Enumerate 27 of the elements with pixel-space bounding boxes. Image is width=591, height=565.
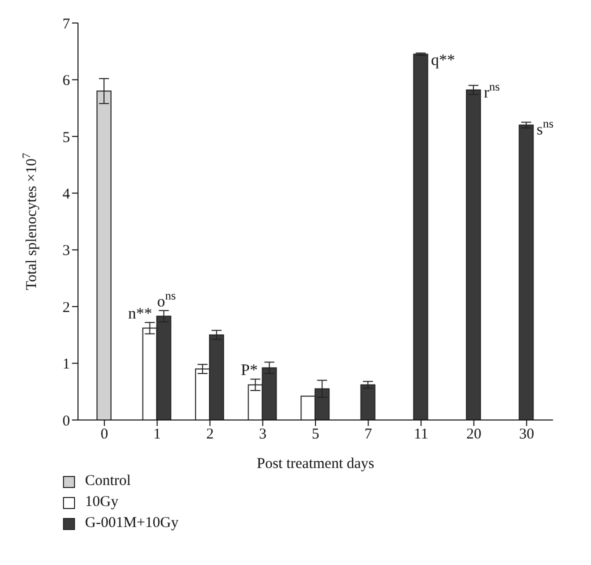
x-tick-label: 1 [153, 426, 161, 443]
x-tick-label: 0 [100, 426, 108, 443]
x-tick-label: 11 [414, 426, 428, 443]
legend-label: 10Gy [85, 494, 118, 511]
x-axis-title: Post treatment days [256, 456, 374, 472]
annotation: o$^{ns}$ [157, 288, 176, 311]
annotation: s$^{ns}$ [536, 116, 554, 138]
y-tick-label: 3 [62, 243, 70, 260]
x-tick-label: 20 [466, 426, 482, 443]
x-tick-label: 2 [206, 426, 214, 443]
annotation: n** [128, 305, 152, 322]
legend-label: Control [85, 473, 131, 490]
y-tick-label: 6 [62, 73, 70, 90]
y-tick-label: 2 [62, 300, 70, 316]
y-tick-label: 5 [62, 130, 70, 146]
annotation: r$^{ns}$ [484, 79, 500, 102]
annotation: q** [431, 52, 456, 70]
y-tick-label: 4 [62, 186, 70, 202]
y-tick-label: 0 [62, 413, 70, 430]
y-tick-label: 7 [62, 16, 70, 32]
x-tick-label: 30 [519, 426, 534, 443]
annotation: P* [240, 362, 258, 380]
x-tick-label: 7 [364, 426, 373, 443]
x-tick-label: 5 [312, 426, 320, 443]
x-tick-label: 3 [258, 426, 266, 443]
y-tick-label: 1 [62, 356, 70, 373]
legend-label: G-001M+10Gy [85, 515, 178, 532]
